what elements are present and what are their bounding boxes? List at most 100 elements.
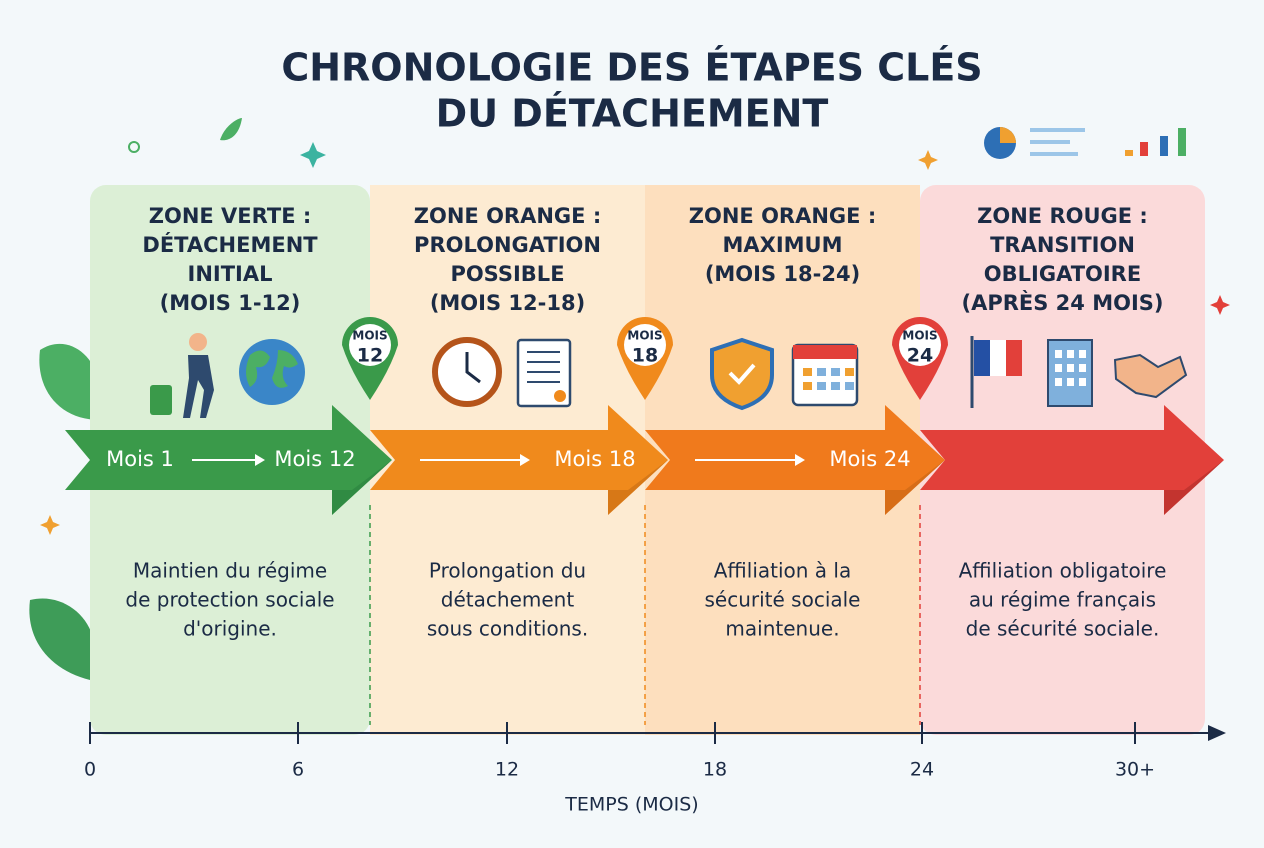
arrow-connector-head [795, 454, 805, 466]
arrow-shade [608, 460, 668, 515]
zone-description: d'origine. [183, 617, 277, 641]
zone-heading: ZONE ORANGE : [689, 204, 876, 228]
zone-heading: ZONE VERTE : [149, 204, 312, 228]
zone-description: de sécurité sociale. [966, 617, 1160, 641]
marker-number: 18 [632, 345, 658, 367]
icon-window [1079, 364, 1086, 372]
icon-flag-white [990, 340, 1006, 376]
icon-flag-blue [974, 340, 990, 376]
axis-label: TEMPS (MOIS) [564, 794, 698, 816]
arrow-shade [1164, 460, 1224, 515]
arrow-connector-head [255, 454, 265, 466]
zone-description: maintenue. [725, 617, 839, 641]
zone-heading: (MOIS 18-24) [705, 262, 860, 286]
icon-window [1079, 378, 1086, 386]
pie-icon-slice [1000, 127, 1016, 143]
icon-calendar-cell [845, 368, 854, 376]
arrow-label: Mois 18 [554, 447, 635, 471]
marker-word: MOIS [902, 329, 937, 343]
icon-window [1067, 350, 1074, 358]
icon-traveler-head [189, 333, 207, 351]
axis-arrowhead [1208, 725, 1226, 741]
icon-check [728, 363, 756, 385]
icon-calendar-cell [803, 368, 812, 376]
arrow-label: Mois 12 [274, 447, 355, 471]
title: CHRONOLOGIE DES ÉTAPES CLÉS [281, 46, 982, 90]
icon-window [1055, 364, 1062, 372]
decor-line [1030, 140, 1070, 144]
arrow-connector-head [520, 454, 530, 466]
arrow-label: Mois 1 [106, 447, 174, 471]
bar-icon [1178, 128, 1186, 156]
icon-seal [554, 390, 566, 402]
zone-description: Affiliation à la [714, 559, 851, 583]
zone-heading: PROLONGATION [414, 233, 601, 257]
axis-tick-label: 18 [703, 759, 727, 781]
decor-line [1030, 128, 1085, 132]
sparkle [40, 515, 60, 535]
zone-heading: (APRÈS 24 MOIS) [961, 290, 1163, 315]
zone-heading: POSSIBLE [450, 262, 564, 286]
zone-heading: ZONE ORANGE : [414, 204, 601, 228]
leaf [220, 118, 242, 141]
icon-window [1055, 350, 1062, 358]
icon-calendar-cell [817, 382, 826, 390]
marker-face [899, 324, 941, 366]
zone-heading: (MOIS 12-18) [430, 291, 585, 315]
marker-number: 24 [907, 345, 933, 367]
zone-heading: (MOIS 1-12) [160, 291, 301, 315]
icon-calendar-cell [831, 368, 840, 376]
zone-heading: TRANSITION [990, 233, 1135, 257]
timeline-arrow [920, 405, 1224, 515]
zone-description: Maintien du régime [133, 559, 327, 583]
zone-description: au régime français [969, 588, 1156, 612]
arrow-shade [332, 460, 392, 515]
bar-icon [1125, 150, 1133, 156]
zone-heading: DÉTACHEMENT [142, 232, 318, 257]
marker-face [624, 324, 666, 366]
icon-window [1079, 350, 1086, 358]
decor-line [1030, 152, 1078, 156]
sparkle [1210, 295, 1230, 315]
zone-heading: INITIAL [188, 262, 273, 286]
icon-flag-red [1006, 340, 1022, 376]
marker-word: MOIS [627, 329, 662, 343]
sparkle [300, 142, 326, 168]
zone-description: sous conditions. [427, 617, 588, 641]
icon-globe-land [246, 350, 298, 388]
icon-suitcase [150, 385, 172, 415]
zone-description: Prolongation du [429, 559, 586, 583]
zone-description: détachement [441, 588, 575, 612]
axis-tick-label: 6 [292, 759, 304, 781]
icon-calendar-cell [831, 382, 840, 390]
zone-description: sécurité sociale [704, 588, 860, 612]
icon-calendar-cell [817, 368, 826, 376]
axis-tick-label: 0 [84, 759, 96, 781]
arrow-label: Mois 24 [829, 447, 910, 471]
icon-shield [710, 337, 774, 411]
bar-icon [1140, 142, 1148, 156]
icon-handshake [1113, 353, 1188, 399]
icon-window [1067, 364, 1074, 372]
icon-traveler [183, 355, 214, 418]
sparkle [918, 150, 938, 170]
zone-description: Affiliation obligatoire [959, 559, 1167, 583]
zone-heading: MAXIMUM [722, 233, 842, 257]
decor-dot [128, 141, 140, 153]
zone-heading: ZONE ROUGE : [977, 204, 1148, 228]
icon-window [1067, 378, 1074, 386]
icon-calendar-top [793, 345, 857, 359]
marker-word: MOIS [352, 329, 387, 343]
icon-building [1047, 339, 1093, 407]
zone-description: de protection sociale [125, 588, 334, 612]
axis-tick-label: 24 [910, 759, 934, 781]
icon-calendar-cell [803, 382, 812, 390]
marker-face [349, 324, 391, 366]
icon-clock-hands [465, 352, 481, 384]
bar-icon [1160, 136, 1168, 156]
icon-calendar-cell [845, 382, 854, 390]
arrow-shade [885, 460, 945, 515]
zone-heading: OBLIGATOIRE [984, 262, 1141, 286]
